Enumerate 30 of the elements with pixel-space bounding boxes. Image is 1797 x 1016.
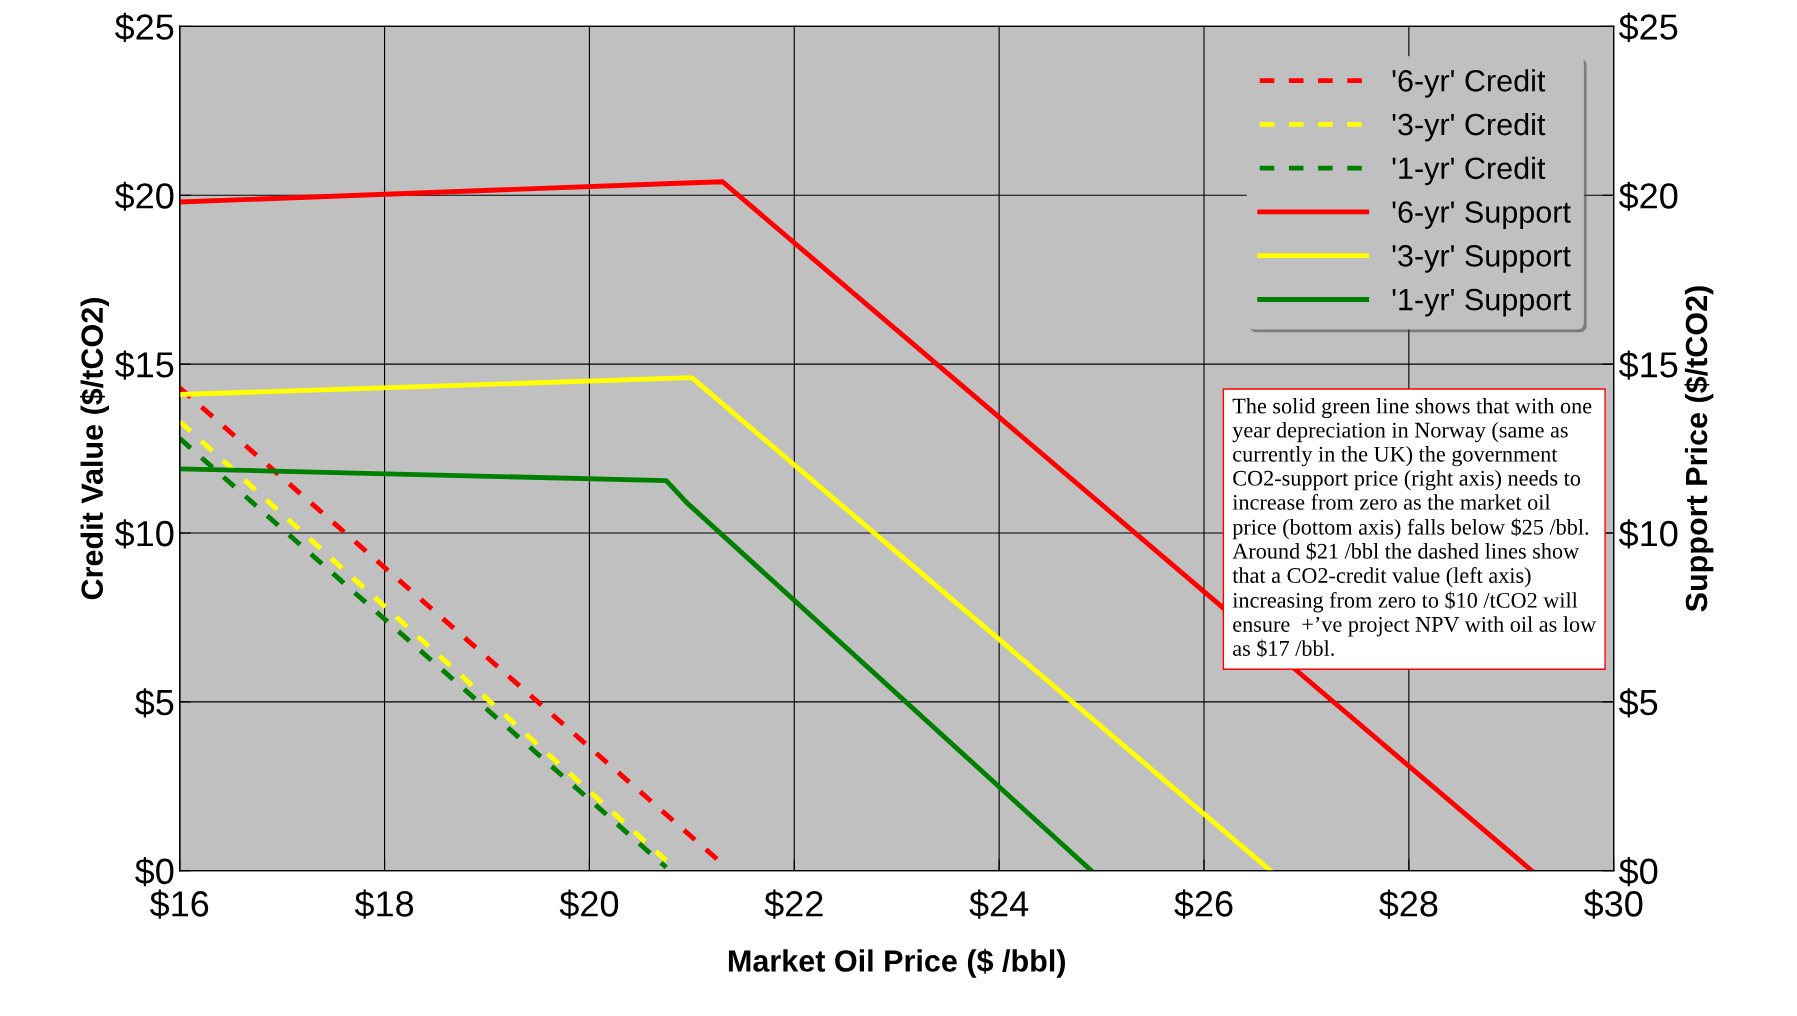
y-tick-label: $5 [135,688,174,718]
y2-tick-label: $20 [1618,181,1678,211]
y2-tick-label: $10 [1618,519,1678,549]
legend-label: '6-yr' Credit [1392,69,1546,98]
y-tick-label: $10 [114,519,174,549]
text: The solid green line shows that with one year depreciation in Norway (same as currently in the UK) the government CO2-support price (right axis) needs to increase from zero as the market oil price (bottom axis) falls below $25 /bbl. Around $21 /bbl the dashed lines show that a CO2-credit value (left axis) increasing from zero to $10 /tCO2 will ensure +’ve project NPV with oil as low as $17 /bbl. [1232,397,1597,658]
legend-label: '3-yr' Support [1392,245,1571,273]
x-tick-label: $20 [559,889,619,919]
y2-tick-label: $15 [1618,350,1678,380]
y-tick-label: $0 [135,857,174,887]
x-tick-label: $28 [1379,889,1438,919]
legend-label: '6-yr' Support [1392,201,1571,229]
x-tick-label: $16 [149,889,209,919]
legend-label: '1-yr' Support [1392,288,1571,317]
x-axis-title: Market Oil Price ($ /bbl) [728,948,1065,978]
y-tick-label: $25 [114,12,174,43]
legend-label: '1-yr' Credit [1392,156,1546,186]
x-tick-label: $18 [354,889,414,919]
y2-tick-label: $25 [1618,12,1678,43]
y-tick-label: $20 [114,181,174,211]
y2-axis-title: Support Price ($/tCO2) [1684,286,1714,612]
y2-tick-label: $0 [1618,857,1658,887]
x-tick-label: $30 [1583,889,1643,919]
y2-tick-label: $5 [1618,688,1658,718]
x-tick-label: $22 [764,889,823,919]
x-tick-label: $24 [969,889,1029,919]
x-tick-label: $26 [1174,889,1233,919]
y-axis-title: Credit Value ($/tCO2) [80,298,110,600]
legend-label: '3-yr' Credit [1392,112,1546,142]
y-tick-label: $15 [114,350,174,380]
